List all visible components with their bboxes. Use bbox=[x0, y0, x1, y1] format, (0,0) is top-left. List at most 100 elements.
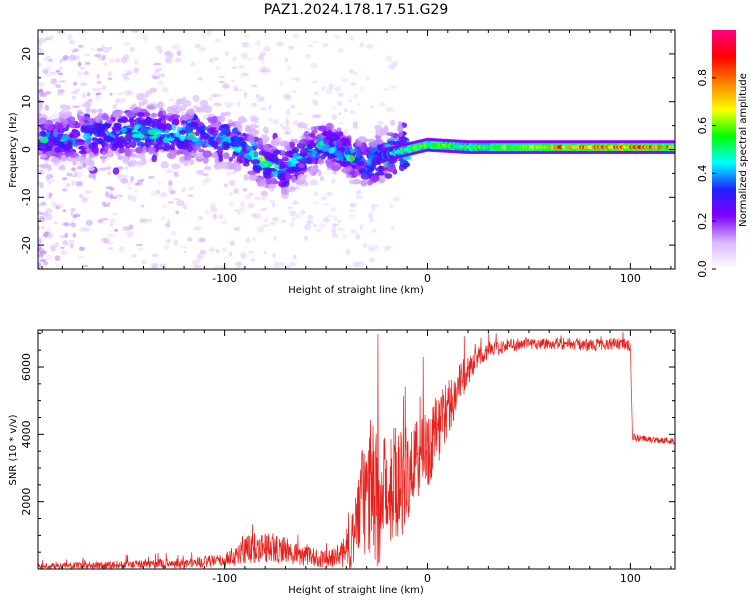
spectrogram-cell bbox=[43, 58, 48, 62]
spectrogram-cell bbox=[284, 189, 289, 195]
spectrogram-cell bbox=[102, 54, 106, 61]
spectrogram-cell bbox=[39, 169, 44, 176]
spectrogram-cell bbox=[188, 121, 199, 127]
spectrogram-cell bbox=[241, 144, 247, 152]
spectrogram-cell bbox=[291, 146, 300, 154]
colorbar-label: Normalized spectral amplitude bbox=[738, 73, 749, 227]
spectrogram-cell bbox=[79, 81, 87, 86]
spectrogram-cell bbox=[322, 42, 329, 48]
spectrogram-cell bbox=[228, 156, 233, 162]
spectrogram-cell bbox=[251, 102, 258, 107]
spectrogram-cell bbox=[44, 36, 51, 41]
spectrogram-cell bbox=[231, 56, 238, 62]
spectrogram-cell bbox=[83, 30, 87, 34]
spectrogram-cell bbox=[371, 228, 377, 233]
spectrogram-cell bbox=[234, 163, 241, 167]
spectrogram-cell bbox=[205, 176, 211, 183]
spectrogram-cell bbox=[292, 90, 296, 93]
spectrogram-cell bbox=[273, 150, 282, 155]
spectrogram-cell bbox=[77, 255, 85, 259]
spectrogram-cell bbox=[210, 142, 219, 148]
spectrogram-cell bbox=[390, 225, 395, 230]
spectrogram-cell bbox=[56, 30, 65, 34]
spectrogram-cell bbox=[306, 214, 314, 220]
spectrogram-cell bbox=[71, 95, 76, 100]
spectrogram-cell bbox=[313, 191, 318, 197]
spectrogram-cell bbox=[368, 105, 375, 109]
spectrogram-cell bbox=[242, 187, 248, 192]
spectrogram-cell bbox=[183, 250, 187, 254]
spectrogram-cell bbox=[130, 195, 137, 202]
spectrogram-cell bbox=[327, 191, 333, 196]
spectrogram-cell bbox=[49, 71, 57, 76]
spectrogram-cell bbox=[85, 100, 92, 109]
spectrogram-cell bbox=[162, 87, 169, 93]
spectrogram-cell bbox=[101, 218, 109, 221]
spectrogram-cell bbox=[198, 148, 205, 153]
spectrogram-cell bbox=[96, 73, 100, 79]
spectrogram-cell bbox=[292, 33, 300, 38]
spectrogram-cell bbox=[332, 106, 337, 111]
spectrogram-cell bbox=[252, 164, 262, 173]
spectrogram-cell bbox=[109, 223, 113, 227]
spectrogram-cell bbox=[109, 92, 113, 96]
spectrogram-cell bbox=[222, 247, 227, 253]
spectrogram-cell bbox=[331, 114, 338, 120]
spectrogram-cell bbox=[243, 91, 247, 98]
spectrogram-cell bbox=[334, 133, 339, 141]
spectrogram-cell bbox=[84, 53, 91, 57]
spectrogram-cell bbox=[90, 109, 98, 113]
spectrogram-cell bbox=[156, 182, 163, 185]
spectrogram-cell bbox=[230, 201, 234, 208]
spectrogram-cell bbox=[365, 76, 370, 81]
spectrogram-cell bbox=[62, 209, 66, 213]
spectrogram-cell bbox=[117, 92, 124, 96]
colorbar: 0.0 0.2 0.4 0.6 0.8 Normalized spectral ampl… bbox=[696, 30, 749, 278]
spectrogram-cell bbox=[349, 179, 355, 185]
spectrogram-cell bbox=[198, 77, 203, 81]
spectrogram-cell bbox=[349, 208, 357, 213]
spectrogram-cell bbox=[64, 232, 68, 239]
spectrogram-cell bbox=[295, 112, 304, 116]
spectrogram-cell bbox=[160, 216, 166, 221]
spectrogram-cell bbox=[150, 112, 158, 118]
spectrogram-cell bbox=[222, 152, 230, 160]
spectrogram-cell bbox=[60, 250, 67, 256]
spectrogram-cell bbox=[240, 72, 248, 78]
spectrogram-cell bbox=[191, 152, 198, 157]
spectrogram-cell bbox=[345, 248, 351, 256]
spectrogram-cell bbox=[334, 216, 338, 220]
spectrogram-cell bbox=[251, 213, 257, 218]
spectrogram-cell bbox=[108, 58, 115, 64]
spectrogram-cell bbox=[383, 88, 390, 92]
spectrogram-cell bbox=[114, 133, 120, 141]
spectrogram-cell bbox=[66, 120, 76, 126]
spectrogram-cell bbox=[369, 257, 375, 263]
spectrogram-cell bbox=[102, 47, 111, 53]
spectrogram-cell bbox=[302, 123, 308, 129]
y-tick-label: 4000 bbox=[20, 420, 33, 448]
spectrogram-cell bbox=[65, 182, 71, 188]
spectrogram-cell bbox=[51, 248, 56, 252]
spectrogram-cell bbox=[118, 142, 123, 149]
colorbar-bar bbox=[712, 30, 736, 269]
spectrogram-cell bbox=[157, 110, 164, 119]
spectrogram-cell bbox=[106, 170, 112, 176]
spectrogram-cell bbox=[86, 147, 92, 154]
spectrogram-cell bbox=[353, 93, 358, 99]
spectrogram-cell bbox=[312, 129, 318, 134]
spectrogram-cell bbox=[213, 213, 218, 220]
spectrogram-cell bbox=[101, 45, 106, 48]
spectrogram-cell bbox=[331, 223, 340, 227]
spectrogram-cell bbox=[55, 205, 61, 210]
spectrogram-cell bbox=[260, 68, 267, 73]
spectrogram-cell bbox=[355, 194, 363, 200]
spectrogram-cell bbox=[92, 129, 97, 135]
spectrogram-cell bbox=[342, 234, 346, 238]
spectrogram-cell bbox=[369, 217, 374, 223]
spectrogram-cell bbox=[286, 108, 290, 116]
spectrogram-cell bbox=[332, 233, 339, 239]
spectrogram-cell bbox=[146, 218, 152, 223]
spectrogram-cell bbox=[290, 104, 296, 109]
